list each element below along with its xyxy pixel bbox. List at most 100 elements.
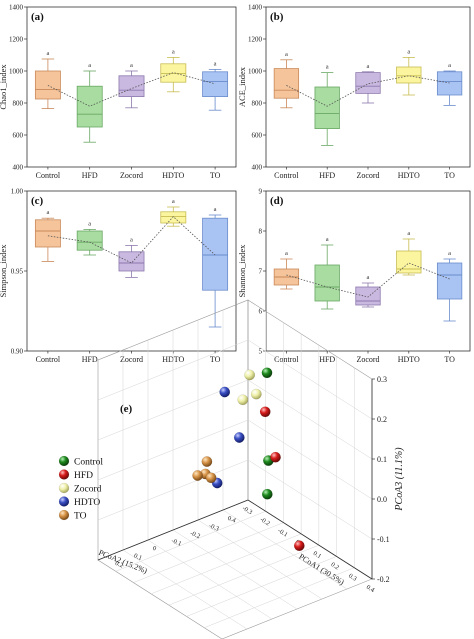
x-tick-label: Zocord [356,355,379,364]
z-tick-label: 0.1 [377,455,387,464]
box-hfd: a [76,62,103,143]
group-zocord [237,369,262,406]
box-hfd: a [314,236,340,310]
grid-line [97,419,249,481]
box-iqr [273,68,300,99]
significance-label: a [172,48,175,55]
grid-line [222,509,348,590]
data-point [261,488,273,500]
data-point [250,388,262,400]
y-tick-label: 600 [13,132,24,140]
significance-label: a [88,220,91,227]
box-iqr [355,72,381,94]
y-axis-label: Simpson_index [0,244,8,298]
y-tick-label: 0.1 [133,552,143,562]
group-to [192,456,217,484]
box-iqr [355,286,381,306]
box-panels: 400 600 800 1000 1200 1400 Chao1_index (a) Contr… [0,4,471,364]
panel-label: (a) [31,11,44,23]
box-panel-2: 400 600 800 1000 1200 1400 ACE_index (b) Control… [237,4,471,180]
x-tick-label: TO [210,355,221,364]
panel-label: (c) [31,195,44,207]
box-iqr [34,219,61,248]
box-panel-1: 400 600 800 1000 1200 1400 Chao1_index (a) Contr… [0,4,237,180]
z-tick-label: 0.3 [377,375,387,384]
panel-label: (d) [270,195,284,207]
box-control: a [34,50,61,109]
box-control: a [34,209,61,262]
box-zocord: a [118,236,145,278]
y-tick-label: 9 [259,188,263,196]
x-tick-label: -0.2 [259,516,271,527]
x-tick-label: -0.1 [276,527,288,538]
significance-label: a [172,198,175,205]
box-control: a [273,51,300,109]
y-tick-label: 6 [259,308,263,316]
box-iqr [118,251,145,272]
box-panel-3: 0.90 0.95 1.00 Simpson_index (c) Control HFD Zo… [0,188,237,364]
mean-trend-line [286,75,450,107]
box-iqr [314,264,340,302]
y-tick-label: 1400 [9,4,24,12]
significance-label: a [214,206,217,213]
box-control: a [273,250,300,290]
significance-label: a [448,250,451,257]
mean-trend-line [286,262,450,298]
z-axis-label: PCoA3 (11.1%) [394,447,405,512]
y-axis [97,499,249,561]
significance-label: a [130,62,133,69]
y-tick-label: 1200 [9,36,24,44]
significance-label: a [326,236,329,243]
data-point [261,367,273,379]
legend-marker-to [58,509,70,521]
y-tick-label: 0.4 [227,515,238,525]
box-iqr [314,86,340,129]
x-tick-label: 0.2 [330,561,341,571]
legend-label: Control [74,458,103,468]
x-tick-label: Zocord [120,171,143,180]
box-zocord: a [355,63,381,104]
x-tick-label: Control [36,355,61,364]
box-hdto: a [396,230,422,276]
x-tick-label: HFD [319,171,335,180]
y-tick-label: 1200 [248,36,263,44]
z-tick-label: -0.1 [377,535,390,544]
y-tick-label: 1.00 [11,188,24,196]
data-point [233,432,245,443]
data-point [219,386,231,398]
significance-label: a [407,230,410,237]
significance-label: a [326,64,329,71]
box-to: a [436,250,463,322]
grid-line [247,379,373,460]
x-tick-label: TO [444,171,455,180]
box-to: a [202,206,229,328]
box-iqr [202,217,229,291]
grid-line [97,339,249,401]
data-point [201,456,213,467]
x-tick-label: Control [36,171,61,180]
y-axis-label: ACE_index [237,66,247,107]
y-tick-label: 0 [152,545,158,553]
legend-marker-hfd [58,469,70,480]
legend-label: TO [74,512,87,522]
data-point [293,540,305,552]
box-to: a [436,62,463,106]
x-tick-label: Zocord [356,171,379,180]
box-iqr [34,70,61,100]
grid-line [247,419,373,500]
mean-trend-line [47,72,216,107]
significance-label: a [407,48,410,55]
legend-marker-hdto [58,496,70,507]
grid-line [122,549,248,630]
x-tick-label: HFD [82,355,98,364]
legend-label: HFD [74,471,93,481]
data-point [259,406,271,418]
y-tick-label: -0.3 [208,522,220,532]
box-zocord: a [355,274,381,308]
significance-label: a [448,62,451,69]
box-iqr [76,85,103,128]
y-axis-label: Chao1_index [0,64,8,110]
significance-label: a [214,60,217,67]
group-control [261,367,274,500]
